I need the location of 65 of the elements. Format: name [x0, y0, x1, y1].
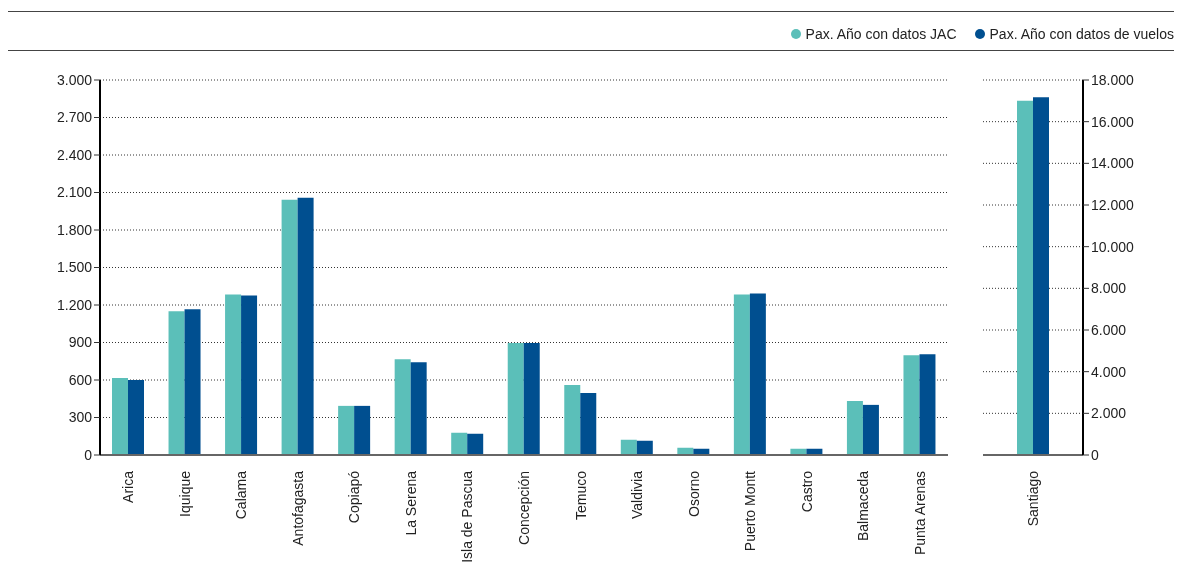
y-tick-label: 1.800 [56, 221, 93, 238]
x-tick-label: Castro [798, 470, 815, 513]
x-tick-label: Santiago [1025, 470, 1041, 527]
x-tick-label: Puerto Montt [742, 470, 759, 552]
bar [919, 354, 936, 455]
x-tick-label: Osorno [685, 470, 702, 517]
bar [112, 378, 128, 455]
y-tick-label: 16.000 [1091, 113, 1135, 130]
bar [467, 433, 484, 455]
bar [733, 294, 750, 455]
y-tick-label: 600 [68, 371, 93, 388]
bar [281, 199, 298, 455]
bar [184, 309, 201, 455]
legend-label: Pax. Año con datos JAC [805, 26, 957, 42]
bar [354, 405, 371, 455]
bar [903, 355, 920, 455]
y-tick-label: 0 [1091, 446, 1099, 463]
bar [620, 439, 637, 455]
x-tick-label: Concepción [516, 471, 532, 545]
x-tick-label: Valdivia [629, 470, 646, 519]
x-tick-label: Calama [233, 470, 250, 520]
x-tick-label: Punta Arenas [911, 471, 928, 556]
x-tick-label: Isla de Pascua [459, 470, 476, 563]
bar [749, 293, 766, 455]
bar [862, 404, 879, 455]
bar [297, 197, 314, 455]
x-tick-label: Copiapó [346, 470, 363, 524]
y-tick-label: 12.000 [1091, 196, 1135, 213]
x-tick-label: Balmaceda [855, 470, 872, 542]
x-tick-label: Antofagasta [289, 470, 306, 546]
x-tick-label: Iquique [176, 470, 193, 517]
bar [410, 362, 427, 455]
legend-label: Pax. Año con datos de vuelos [989, 26, 1174, 42]
y-tick-label: 14.000 [1091, 155, 1135, 172]
y-tick-label: 900 [68, 334, 93, 351]
bar [451, 432, 468, 455]
x-tick-label: Arica [120, 470, 137, 503]
y-tick-label: 8.000 [1091, 280, 1127, 297]
y-tick-label: 2.400 [56, 146, 93, 163]
y-tick-label: 3.000 [56, 71, 93, 88]
bar [394, 359, 411, 455]
bar [241, 295, 258, 455]
bar [636, 440, 653, 455]
y-tick-label: 10.000 [1091, 238, 1135, 255]
bar [523, 342, 540, 455]
bar [225, 294, 242, 455]
bar [168, 311, 185, 455]
y-tick-label: 2.000 [1091, 405, 1127, 422]
bar [338, 405, 355, 455]
bar [128, 380, 144, 455]
y-tick-label: 4.000 [1091, 363, 1127, 380]
x-tick-label: La Serena [402, 470, 419, 536]
x-tick-label: Temuco [572, 470, 589, 521]
y-tick-label: 2.700 [56, 109, 93, 126]
y-tick-label: 1.500 [56, 259, 93, 276]
bar [846, 400, 863, 455]
bar [564, 385, 581, 455]
y-tick-label: 300 [68, 409, 93, 426]
y-tick-label: 0 [84, 446, 93, 463]
bar [507, 342, 524, 455]
y-tick-label: 6.000 [1091, 321, 1127, 338]
y-tick-label: 2.100 [56, 184, 93, 201]
y-tick-label: 1.200 [56, 296, 93, 313]
bar [580, 393, 597, 455]
y-tick-label: 18.000 [1091, 71, 1135, 88]
